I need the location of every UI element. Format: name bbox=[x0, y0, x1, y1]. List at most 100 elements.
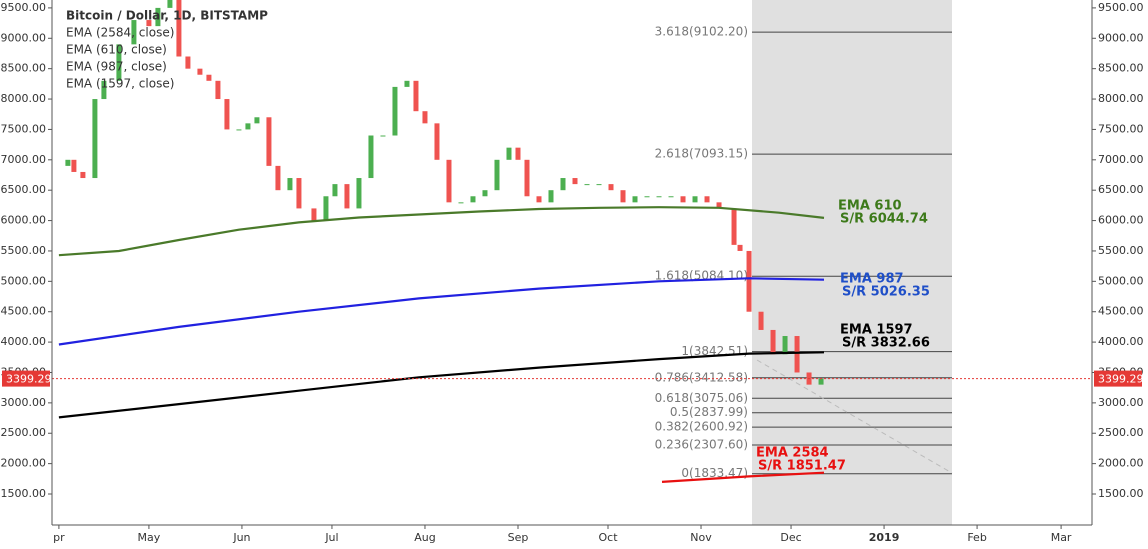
candle bbox=[446, 159, 452, 203]
candle bbox=[524, 159, 530, 197]
candle bbox=[323, 196, 329, 221]
fib-label: 2.618(7093.15) bbox=[655, 147, 748, 161]
y-tick-label: 1500.00 bbox=[1098, 487, 1144, 500]
y-tick-label: 9000.00 bbox=[1098, 31, 1144, 44]
annotation: EMA 1597 bbox=[840, 323, 913, 338]
candle bbox=[215, 80, 221, 100]
y-tick-label: 4500.00 bbox=[1, 305, 47, 318]
y-tick-label: 9500.00 bbox=[1098, 1, 1144, 14]
y-tick-label: 9000.00 bbox=[1, 31, 47, 44]
x-tick-label: Feb bbox=[967, 531, 986, 544]
candle bbox=[404, 80, 410, 87]
y-tick-label: 7500.00 bbox=[1098, 122, 1144, 135]
x-tick-label: Dec bbox=[780, 531, 801, 544]
candle bbox=[458, 202, 464, 204]
candle bbox=[794, 336, 800, 373]
fib-label: 0.786(3412.58) bbox=[655, 370, 748, 384]
candle bbox=[356, 178, 362, 209]
candle bbox=[155, 7, 161, 27]
last-price-tag bbox=[1094, 370, 1142, 387]
candle bbox=[413, 80, 419, 112]
legend-entry: EMA (2584, close) bbox=[66, 26, 174, 40]
candle bbox=[206, 74, 212, 81]
candle bbox=[704, 196, 710, 203]
y-tick-label: 6000.00 bbox=[1, 214, 47, 227]
x-tick-label: 2019 bbox=[869, 531, 900, 544]
y-tick-label: 5500.00 bbox=[1098, 244, 1144, 257]
last-price-label: 3399.29 bbox=[1098, 373, 1144, 386]
candle bbox=[716, 202, 722, 209]
y-tick-label: 9500.00 bbox=[1, 1, 47, 14]
y-tick-label: 8000.00 bbox=[1098, 92, 1144, 105]
y-tick-label: 4000.00 bbox=[1098, 335, 1144, 348]
candle bbox=[548, 190, 554, 203]
annotation: S/R 1851.47 bbox=[758, 459, 846, 474]
projection-zone bbox=[752, 0, 952, 525]
y-tick-label: 4000.00 bbox=[1, 335, 47, 348]
candle bbox=[506, 147, 512, 160]
candle bbox=[131, 20, 137, 45]
x-tick-label: Nov bbox=[690, 531, 712, 544]
candle bbox=[572, 178, 578, 185]
candle bbox=[380, 135, 386, 137]
candle bbox=[818, 378, 824, 385]
fib-label: 0.382(2600.92) bbox=[655, 420, 748, 434]
candle bbox=[65, 159, 71, 166]
candle bbox=[422, 111, 428, 124]
annotation: EMA 610 bbox=[838, 199, 902, 214]
x-tick-label: Oct bbox=[598, 531, 618, 544]
ema-line bbox=[58, 351, 825, 419]
candle bbox=[287, 178, 293, 191]
candle bbox=[731, 208, 737, 245]
fib-label: 0.236(2307.60) bbox=[655, 437, 748, 451]
y-tick-label: 6500.00 bbox=[1098, 183, 1144, 196]
candle bbox=[71, 159, 77, 172]
candle bbox=[770, 329, 776, 355]
ema-line bbox=[58, 206, 825, 257]
candle bbox=[758, 311, 764, 330]
y-tick-label: 1500.00 bbox=[1, 487, 47, 500]
candle bbox=[644, 196, 650, 198]
x-tick-label: Aug bbox=[414, 531, 435, 544]
candle bbox=[176, 0, 182, 57]
candle bbox=[596, 184, 602, 186]
y-tick-label: 8500.00 bbox=[1098, 62, 1144, 75]
candle bbox=[80, 171, 86, 179]
y-tick-label: 5500.00 bbox=[1, 244, 47, 257]
candle bbox=[737, 244, 743, 251]
annotation: S/R 6044.74 bbox=[840, 212, 928, 227]
candle bbox=[515, 147, 521, 160]
x-tick-label: Sep bbox=[508, 531, 529, 544]
candle bbox=[368, 135, 374, 179]
candle bbox=[236, 129, 242, 131]
y-tick-label: 2500.00 bbox=[1098, 426, 1144, 439]
y-tick-label: 7500.00 bbox=[1, 122, 47, 135]
ema-line bbox=[58, 277, 825, 346]
annotation: S/R 3832.66 bbox=[842, 336, 930, 351]
candle bbox=[245, 123, 251, 130]
candle bbox=[332, 184, 338, 197]
y-tick-label: 2000.00 bbox=[1098, 457, 1144, 470]
candle bbox=[167, 0, 173, 8]
candle bbox=[470, 196, 476, 203]
chart-title: Bitcoin / Dollar, 1D, BITSTAMP bbox=[66, 9, 268, 23]
candle bbox=[620, 190, 626, 203]
candle bbox=[296, 178, 302, 209]
candle bbox=[197, 68, 203, 75]
y-tick-label: 8000.00 bbox=[1, 92, 47, 105]
legend-entry: EMA (610, close) bbox=[66, 43, 167, 57]
legend-entry: EMA (1597, close) bbox=[66, 77, 174, 91]
legend-entry: EMA (987, close) bbox=[66, 60, 167, 74]
candle bbox=[680, 196, 686, 203]
candle bbox=[692, 196, 698, 203]
y-tick-label: 7000.00 bbox=[1098, 153, 1144, 166]
y-tick-label: 5000.00 bbox=[1098, 274, 1144, 287]
y-tick-label: 4500.00 bbox=[1098, 305, 1144, 318]
candle bbox=[536, 196, 542, 203]
candle bbox=[668, 196, 674, 198]
candle bbox=[392, 86, 398, 136]
candle bbox=[782, 336, 788, 355]
candle bbox=[224, 99, 230, 130]
